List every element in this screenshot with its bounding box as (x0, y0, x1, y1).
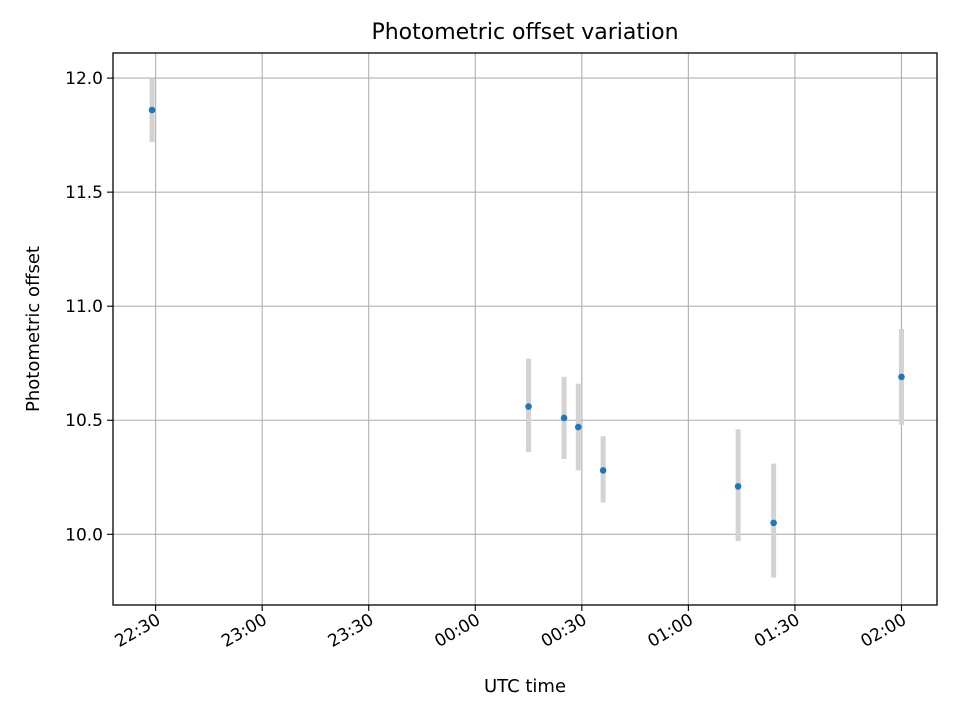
data-point (574, 423, 582, 431)
x-tick-label: 00:30 (538, 610, 590, 652)
y-tick-label: 12.0 (65, 69, 103, 89)
y-axis-ticks: 10.0 10.5 11.0 11.5 12.0 (65, 69, 113, 545)
y-tick-label: 11.0 (65, 297, 103, 317)
data-point (560, 414, 568, 422)
x-tick-label: 23:30 (325, 610, 377, 652)
data-point (599, 467, 607, 474)
data-point (525, 403, 532, 410)
x-axis-label: UTC time (484, 676, 566, 697)
x-tick-label: 02:00 (858, 610, 910, 652)
data-point (734, 483, 742, 490)
x-tick-label: 01:00 (644, 610, 696, 652)
y-axis-label: Photometric offset (23, 246, 44, 412)
x-tick-label: 01:30 (751, 610, 803, 652)
y-tick-label: 10.5 (65, 411, 103, 431)
data-point (898, 373, 905, 381)
error-bars (149, 78, 904, 578)
grid-lines (113, 53, 937, 605)
data-point (770, 519, 777, 527)
x-tick-label: 00:00 (431, 610, 483, 652)
data-point (148, 106, 156, 114)
chart-title: Photometric offset variation (371, 20, 678, 45)
x-axis-ticks: 22:30 23:00 23:30 00:00 00:30 01:00 01:30 02:00 (112, 605, 910, 652)
plot-area-frame (112, 52, 938, 606)
y-tick-label: 11.5 (65, 183, 103, 203)
x-tick-label: 23:00 (218, 610, 270, 652)
x-tick-label: 22:30 (112, 610, 164, 652)
y-tick-label: 10.0 (65, 525, 103, 545)
data-points (148, 106, 905, 527)
